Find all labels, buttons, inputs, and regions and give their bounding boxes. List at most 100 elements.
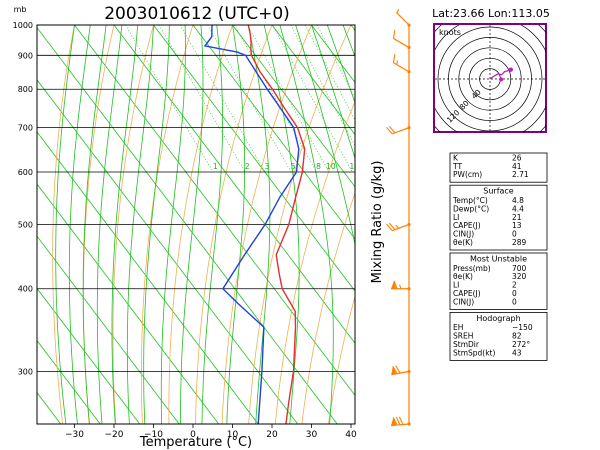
mixing-ratio-label: 8 (316, 162, 321, 171)
mixing-ratio-line (125, 25, 214, 173)
wind-barb-flag (386, 223, 393, 232)
wind-barb-pennant (391, 280, 396, 289)
moist-adiabat-line (111, 25, 139, 424)
wind-barb-flag (392, 417, 398, 426)
wind-barb-flag (395, 365, 401, 374)
surface-indices-label: CAPE(J) (453, 221, 481, 230)
general-indices-label: TT (452, 162, 462, 171)
general-indices-label: K (453, 153, 459, 162)
moist-adiabat-line (326, 25, 355, 104)
surface-indices-label: Dewp(°C) (453, 204, 489, 213)
pressure-tick-label: 700 (18, 124, 33, 133)
wind-barb-origin (407, 70, 411, 74)
wind-barb-origin (407, 126, 411, 130)
temperature-profile (247, 25, 306, 424)
mixing-ratio-line (158, 25, 246, 173)
general-indices-value: 2.71 (512, 170, 529, 179)
most-unstable-indices-label: θe(K) (453, 272, 473, 281)
wind-barb-flag (388, 125, 396, 134)
surface-indices-value: 0 (512, 230, 517, 239)
surface-indices-label: Temp(°C) (452, 196, 488, 205)
pressure-unit-label: mb (14, 5, 27, 14)
wind-barb (395, 8, 411, 27)
most-unstable-indices-value: 0 (512, 289, 517, 298)
surface-indices-box (449, 184, 548, 251)
surface-indices-label: θe(K) (453, 238, 473, 247)
pressure-tick-label: 900 (18, 51, 33, 60)
dry-adiabat-line (195, 25, 273, 424)
hodograph-indices-box (449, 311, 548, 361)
surface-indices-label: LI (453, 213, 459, 222)
wind-barb (392, 29, 411, 50)
dry-adiabat-line (168, 25, 233, 424)
moist-adiabat-line (55, 25, 75, 424)
hodograph-indices-value: 82 (512, 332, 522, 341)
pressure-tick-label: 300 (18, 368, 33, 377)
mixing-ratio-label: 5 (291, 162, 296, 171)
moist-adiabat-label: 35 (358, 315, 368, 324)
hodograph-indices-label: SREH (453, 332, 473, 341)
wind-barb-shaft (393, 62, 410, 73)
hodograph-indices-value: −150 (512, 323, 533, 332)
most-unstable-indices-value: 2 (512, 281, 517, 290)
hodograph-indices-value: 43 (512, 348, 522, 357)
hodograph-indices-value: 272° (512, 340, 530, 349)
dry-adiabat-line (541, 25, 600, 424)
mixing-ratio-line (316, 25, 355, 99)
dry-adiabat-line (221, 25, 312, 424)
general-indices-label: PW(cm) (453, 170, 482, 179)
wind-barb-origin (407, 222, 411, 227)
moist-adiabat-line (226, 25, 246, 424)
temperature-tick-label: −20 (105, 430, 124, 440)
moist-adiabat-line (279, 25, 334, 424)
mixing-ratio-line (304, 25, 355, 121)
moist-adiabat-line (201, 25, 224, 424)
hodograph-trace (489, 67, 513, 82)
dry-adiabat-line (112, 25, 154, 424)
most-unstable-indices-value: 700 (512, 264, 527, 273)
pressure-tick-label: 1000 (13, 21, 33, 30)
most-unstable-indices-value: 0 (512, 297, 517, 306)
hodograph-indices-label: EH (453, 323, 463, 332)
hodograph-end-marker (508, 67, 513, 72)
hodograph-indices-label: StmDir (453, 340, 480, 349)
wind-barb-flag (393, 280, 398, 289)
storm-motion-marker (499, 77, 504, 82)
pressure-tick-label: 600 (18, 168, 33, 177)
pressure-tick-label: 800 (18, 85, 33, 94)
mixing-ratio-axis-label: Mixing Ratio (g/kg) (370, 161, 385, 284)
moist-adiabat-line (295, 25, 355, 247)
general-indices-box (449, 152, 548, 183)
temperature-tick-label: 10 (227, 430, 239, 440)
wind-barb-halfflag (398, 284, 402, 289)
mixing-ratio-label: 30 (391, 162, 401, 171)
isotherm-line (37, 287, 141, 424)
temperature-axis: −30 −20 −10 0 10 20 30 40 (65, 424, 357, 440)
surface-indices-value: 4.8 (512, 196, 524, 205)
general-indices-value: 26 (512, 153, 522, 162)
moist-adiabat-label: 30 (358, 265, 368, 274)
temperature-tick-label: 0 (190, 430, 196, 440)
wind-barb (391, 280, 411, 291)
surface-indices-value: 289 (512, 238, 527, 247)
isotherm-line (232, 25, 355, 188)
most-unstable-indices-label: LI (453, 281, 459, 290)
surface-indices-value: 21 (512, 213, 522, 222)
x-axis-label: Temperature (°C) (139, 435, 252, 450)
pressure-axis: 1000 900 800 700 600 500 400 300 (13, 21, 33, 377)
moist-adiabat-line (180, 25, 204, 424)
sounding-profiles (203, 25, 306, 424)
plot-frame (36, 24, 356, 425)
mixing-ratio-label: 10 (326, 162, 336, 171)
wind-barb-flag (395, 416, 401, 426)
surface-indices-label: CIN(J) (453, 230, 474, 239)
wind-barb-flag (392, 365, 398, 374)
pressure-tick-label: 400 (18, 285, 33, 294)
moist-adiabat-lines (55, 25, 355, 424)
mixing-ratio-label: 1 (213, 162, 218, 171)
surface-indices-value: 4.4 (512, 204, 524, 213)
wind-barb-halfflag (396, 60, 399, 65)
